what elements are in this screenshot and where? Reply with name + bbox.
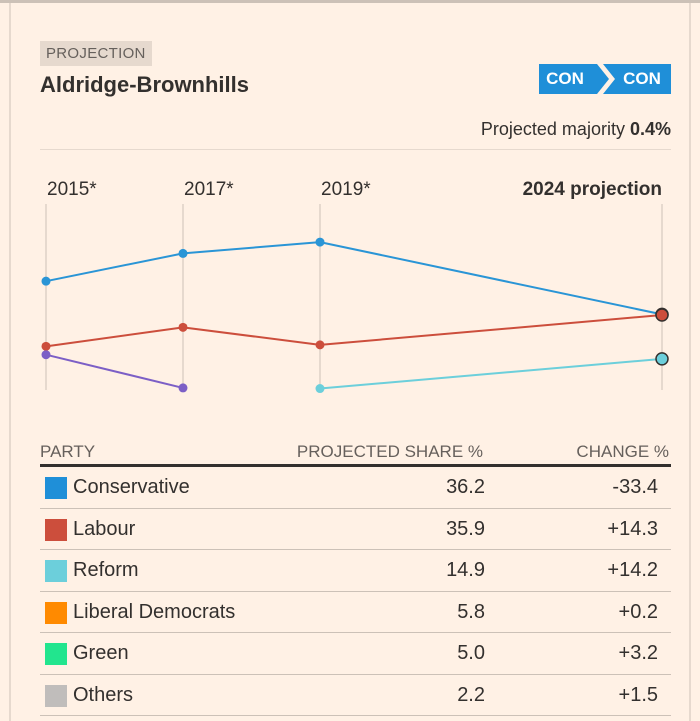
party-color-swatch xyxy=(45,477,67,499)
from-party-badge: CON xyxy=(546,69,584,88)
party-share: 35.9 xyxy=(446,517,485,540)
series-points xyxy=(41,237,669,394)
year-label: 2019* xyxy=(321,179,371,200)
party-change: +14.3 xyxy=(607,517,658,540)
data-point-labour xyxy=(41,341,51,351)
year-labels: 2015* 2017* 2019* 2024 projection xyxy=(47,179,662,200)
year-label: 2015* xyxy=(47,179,97,200)
left-border xyxy=(9,3,11,721)
data-point-conservative xyxy=(315,237,325,247)
to-party-badge: CON xyxy=(623,69,661,88)
to-party-badge-shape xyxy=(603,64,671,94)
right-border xyxy=(689,3,691,721)
party-share: 2.2 xyxy=(457,683,485,706)
series-line-conservative xyxy=(182,241,321,255)
party-name: Reform xyxy=(73,559,139,581)
party-color-swatch xyxy=(45,643,67,665)
party-change: -33.4 xyxy=(612,476,658,498)
series-line-reform xyxy=(319,357,663,390)
series-line-labour xyxy=(182,326,321,346)
header-party: PARTY xyxy=(40,442,96,461)
series-line-labour xyxy=(319,314,663,346)
party-change: +0.2 xyxy=(618,600,658,623)
header-change: CHANGE % xyxy=(576,442,669,461)
party-change: +1.5 xyxy=(618,683,658,706)
vote-share-chart: 2015* 2017* 2019* 2024 projection xyxy=(41,179,669,394)
majority-label: Projected majority xyxy=(480,119,625,139)
party-change: +3.2 xyxy=(618,642,658,664)
party-color-swatch xyxy=(45,518,67,541)
projection-tag: PROJECTION xyxy=(40,41,152,66)
party-name: Green xyxy=(73,642,129,664)
party-color-swatch xyxy=(45,601,67,624)
year-label: 2024 projection xyxy=(523,179,662,200)
series-lines xyxy=(45,241,663,390)
table-row: Others 2.2 +1.5 xyxy=(40,675,671,716)
party-share: 14.9 xyxy=(446,559,485,581)
constituency-title: Aldridge-Brownhills xyxy=(40,72,249,97)
party-color-swatch xyxy=(45,684,67,707)
data-point-ukip xyxy=(41,350,51,360)
results-table: Conservative 36.2 -33.4 Labour 35.9 +14.… xyxy=(40,467,671,716)
data-point-labour xyxy=(315,340,325,350)
year-axes xyxy=(45,204,663,390)
header-divider xyxy=(40,149,671,150)
projected-majority: Projected majority 0.4% xyxy=(481,119,671,140)
data-point-reform xyxy=(655,352,669,366)
party-name: Liberal Democrats xyxy=(73,600,236,623)
data-point-conservative xyxy=(41,276,51,286)
table-row: Reform 14.9 +14.2 xyxy=(40,550,671,592)
table-header-rule xyxy=(40,464,671,467)
table-row: Conservative 36.2 -33.4 xyxy=(40,467,671,509)
party-name: Others xyxy=(73,683,134,706)
table-row: Liberal Democrats 5.8 +0.2 xyxy=(40,592,671,633)
series-line-conservative xyxy=(319,241,663,316)
data-point-labour xyxy=(178,322,188,332)
data-point-labour xyxy=(655,308,669,322)
series-line-ukip xyxy=(45,353,184,389)
series-line-conservative xyxy=(45,252,184,283)
party-share: 5.0 xyxy=(457,642,485,664)
data-point-reform xyxy=(315,384,325,394)
seat-change-badges: CON CON xyxy=(539,64,671,94)
majority-value: 0.4% xyxy=(629,119,671,139)
party-name: Labour xyxy=(73,517,136,540)
series-line-labour xyxy=(45,326,184,348)
table-header: PARTY PROJECTED SHARE % CHANGE % xyxy=(40,438,671,464)
party-change: +14.2 xyxy=(607,559,658,581)
from-party-badge-shape xyxy=(539,64,609,94)
data-point-ukip xyxy=(178,383,188,393)
party-share: 5.8 xyxy=(457,600,485,623)
top-border xyxy=(0,0,700,3)
header-share: PROJECTED SHARE % xyxy=(296,442,483,461)
table-row: Green 5.0 +3.2 xyxy=(40,633,671,675)
year-label: 2017* xyxy=(184,179,234,200)
badge-arrow-shapes xyxy=(539,64,671,94)
data-point-conservative xyxy=(178,248,188,258)
party-color-swatch xyxy=(45,560,67,582)
party-name: Conservative xyxy=(73,476,190,498)
party-share: 36.2 xyxy=(446,476,485,498)
table-row: Labour 35.9 +14.3 xyxy=(40,509,671,550)
